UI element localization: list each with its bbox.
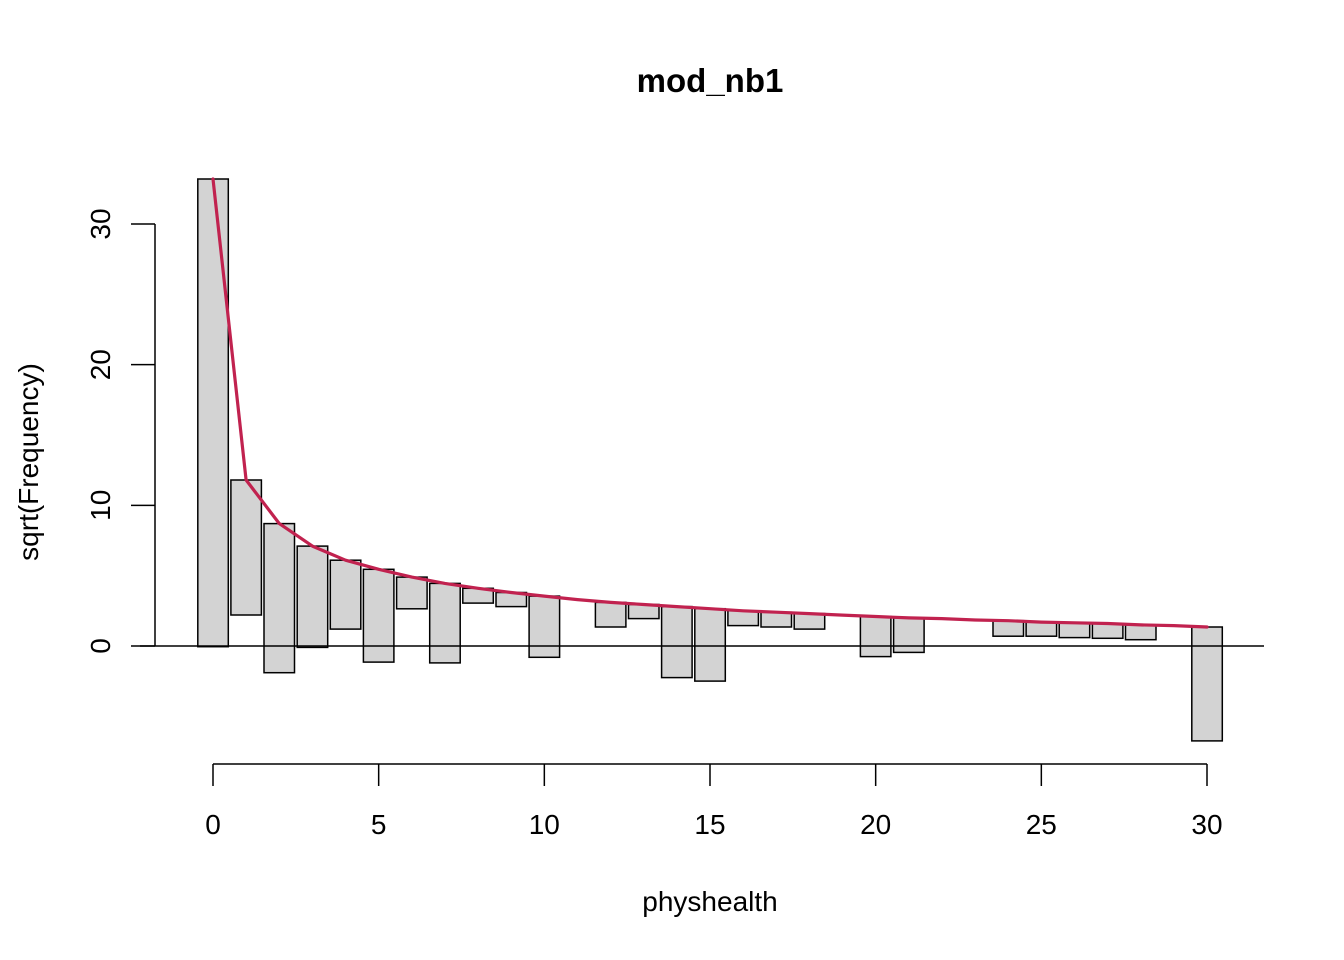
x-tick-label: 10 <box>529 809 560 840</box>
x-tick-label: 20 <box>860 809 891 840</box>
bar-15 <box>694 607 727 682</box>
bar-10 <box>528 595 561 659</box>
bars-group <box>197 178 1224 742</box>
bar-7 <box>428 582 461 664</box>
bar-2 <box>263 522 296 674</box>
bar-20 <box>859 615 892 658</box>
y-axis-label: sqrt(Frequency) <box>13 363 44 561</box>
bar-14 <box>660 605 693 679</box>
bar-5 <box>362 568 395 663</box>
bar-27 <box>1091 622 1124 640</box>
y-tick-label: 10 <box>85 490 116 521</box>
bar-28 <box>1124 624 1157 641</box>
bar-1 <box>230 479 263 616</box>
bar-6 <box>395 576 428 610</box>
bar-3 <box>296 545 329 649</box>
x-axis-label: physhealth <box>642 886 777 917</box>
bar-4 <box>329 559 362 630</box>
chart-title: mod_nb1 <box>637 62 784 99</box>
y-tick-label: 0 <box>85 638 116 654</box>
y-tick-label: 20 <box>85 349 116 380</box>
bar-21 <box>892 617 925 654</box>
bar-26 <box>1058 622 1091 639</box>
bar-30 <box>1191 626 1224 742</box>
x-tick-label: 25 <box>1026 809 1057 840</box>
x-tick-label: 30 <box>1191 809 1222 840</box>
y-tick-label: 30 <box>85 208 116 239</box>
bar-12 <box>594 601 627 628</box>
bar-18 <box>793 612 826 630</box>
x-tick-label: 0 <box>205 809 221 840</box>
y-axis: 0 10 20 30 <box>85 208 156 654</box>
x-axis: 0 5 10 15 20 25 30 <box>205 763 1223 840</box>
x-tick-label: 15 <box>694 809 725 840</box>
expected-frequency-line <box>211 177 1209 629</box>
x-tick-label: 5 <box>371 809 387 840</box>
bar-0 <box>197 178 230 648</box>
bar-17 <box>760 611 793 628</box>
bar-25 <box>1025 621 1058 637</box>
bar-16 <box>727 610 760 627</box>
bar-24 <box>992 619 1025 637</box>
